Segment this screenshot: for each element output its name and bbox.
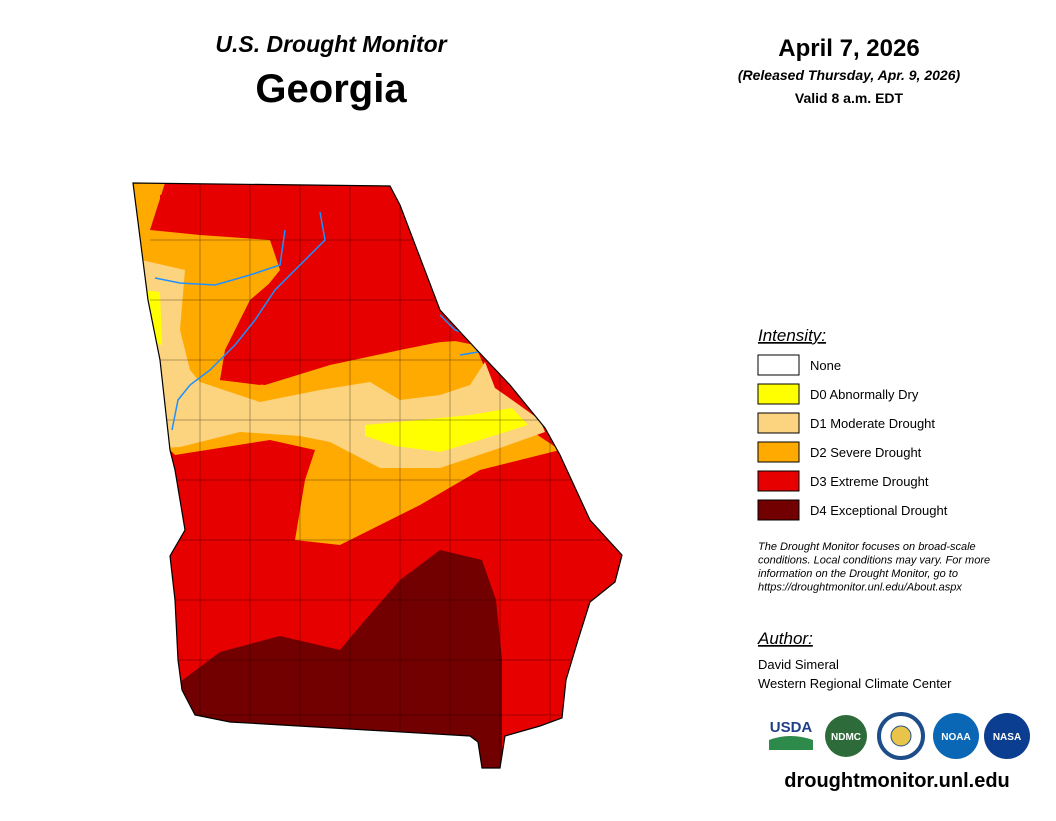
title: U.S. Drought Monitor xyxy=(215,31,447,57)
county-lines xyxy=(150,183,620,760)
state-name: Georgia xyxy=(255,67,407,111)
logo-text: NASA xyxy=(993,732,1021,743)
logo-commerce-inner xyxy=(890,725,912,747)
logo-badge xyxy=(825,715,867,757)
legend-swatch xyxy=(757,354,800,376)
legend-swatch xyxy=(757,412,800,434)
footer-url: droughtmonitor.unl.edu xyxy=(784,770,1010,792)
map-date: April 7, 2026 xyxy=(778,35,919,62)
author: David Simeral Western Regional Climate Ce… xyxy=(758,657,952,691)
zone-d0 xyxy=(365,408,528,452)
legend-label: D1 Moderate Drought xyxy=(810,416,935,431)
state-outline xyxy=(132,182,623,769)
legend-label: D3 Extreme Drought xyxy=(810,474,929,489)
legend-swatch xyxy=(757,499,800,521)
logo-badge xyxy=(933,713,979,759)
legend-label: D4 Exceptional Drought xyxy=(810,503,948,518)
author-line: Western Regional Climate Center xyxy=(758,676,952,691)
release-date: (Released Thursday, Apr. 9, 2026) xyxy=(738,67,961,83)
note-line: https://droughtmonitor.unl.edu/About.asp… xyxy=(758,582,962,594)
legend-label: D0 Abnormally Dry xyxy=(810,387,919,402)
author-line: David Simeral xyxy=(758,657,839,672)
logo-text: NDMC xyxy=(831,732,861,743)
note-line: The Drought Monitor focuses on broad-sca… xyxy=(758,541,976,553)
logo-usda-wave xyxy=(769,736,813,750)
author-title: Author: xyxy=(757,629,813,648)
zone-d1 xyxy=(133,255,545,468)
logo-text: NOAA xyxy=(941,732,970,743)
legend-swatch xyxy=(757,383,800,405)
legend-label: None xyxy=(810,358,841,373)
zone-d3-north xyxy=(160,183,470,385)
note-line: conditions. Local conditions may vary. F… xyxy=(758,555,990,567)
legend-swatch xyxy=(757,470,800,492)
note-line: information on the Drought Monitor, go t… xyxy=(758,568,958,580)
legend-title: Intensity: xyxy=(758,326,826,345)
logos: USDA NDMC NOAA NASA xyxy=(769,712,1030,760)
legend: None D0 Abnormally Dry D1 Moderate Drought… xyxy=(757,354,948,521)
logo-badge xyxy=(984,713,1030,759)
legend-label: D2 Severe Drought xyxy=(810,445,922,460)
valid-time: Valid 8 a.m. EDT xyxy=(795,90,904,106)
legend-swatch xyxy=(757,441,800,463)
logo-text: USDA xyxy=(770,719,813,736)
note: The Drought Monitor focuses on broad-sca… xyxy=(758,541,990,594)
